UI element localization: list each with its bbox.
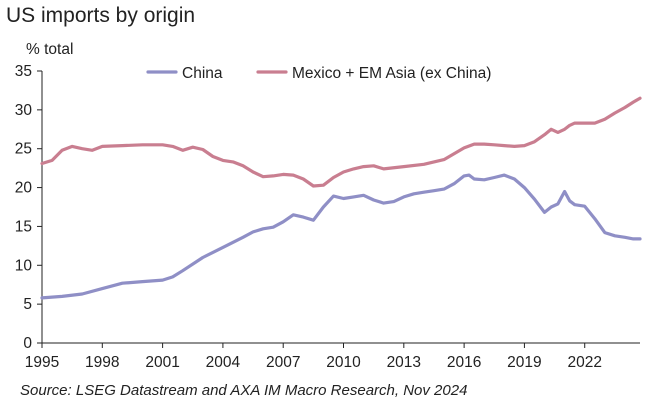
legend-label: China — [182, 65, 223, 82]
x-tick-label: 2001 — [145, 354, 179, 371]
y-tick-label: 15 — [15, 218, 32, 235]
legend: China Mexico + EM Asia (ex China) — [146, 65, 491, 82]
x-tick-label: 2007 — [266, 354, 300, 371]
tick-labels: 0 5 10 15 20 25 30 35 1995 1998 2001 2004 2007 2010 20… — [15, 63, 602, 371]
legend-label: Mexico + EM Asia (ex China) — [292, 65, 491, 82]
x-tick-label: 2013 — [387, 354, 421, 371]
series-line-china — [40, 173, 642, 300]
y-tick-label: 35 — [15, 63, 32, 80]
y-axis-title: % total — [26, 41, 73, 58]
source-note: Source: LSEG Datastream and AXA IM Macro… — [20, 382, 468, 399]
x-tick-label: 1995 — [25, 354, 59, 371]
y-tick-label: 20 — [15, 180, 33, 197]
y-tick-label: 30 — [15, 102, 33, 119]
x-tick-label: 2016 — [447, 354, 481, 371]
x-tick-label: 2019 — [507, 354, 541, 371]
x-tick-label: 1998 — [85, 354, 119, 371]
y-tick-label: 0 — [23, 335, 32, 352]
y-tick-label: 5 — [23, 296, 32, 313]
x-tick-label: 2022 — [567, 354, 601, 371]
x-tick-label: 2010 — [326, 354, 361, 371]
series-lines — [40, 96, 642, 300]
chart-title: US imports by origin — [6, 4, 196, 27]
y-tick-label: 10 — [15, 257, 33, 274]
series-line-mexico-em-asia — [40, 96, 642, 188]
x-tick-label: 2004 — [206, 354, 241, 371]
y-tick-label: 25 — [15, 141, 32, 158]
